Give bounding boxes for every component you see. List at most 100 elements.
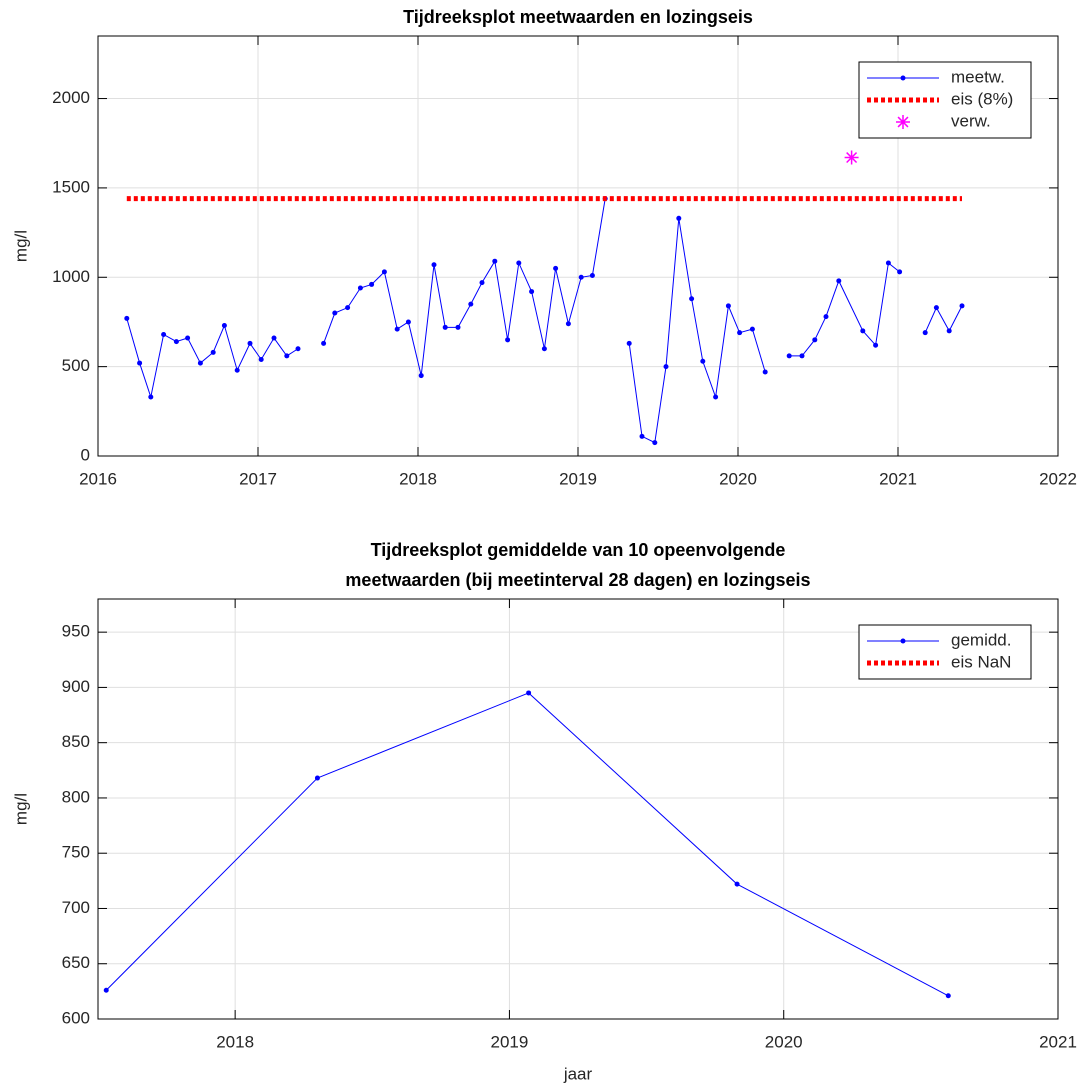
data-point [332,310,338,316]
data-point [959,303,965,309]
data-point [405,319,411,325]
legend-box [858,61,1032,139]
data-point [725,303,731,309]
y-tick-label: 700 [62,898,90,917]
axes-box [97,598,1059,1020]
data-point [626,340,632,346]
x-tick-label: 2021 [879,469,917,488]
x-tick-label: 2018 [216,1032,254,1051]
data-point [479,280,485,286]
data-point [321,340,327,346]
legend-label: eis NaN [951,652,1011,671]
data-point [799,353,805,359]
data-point [234,367,240,373]
data-point [737,330,743,336]
y-tick-label: 1500 [52,177,90,196]
data-point [516,260,522,266]
data-point [431,262,437,268]
x-tick-label: 2018 [399,469,437,488]
data-point [492,258,498,264]
data-point [161,331,167,337]
x-tick-label: 2020 [765,1032,803,1051]
data-point [860,328,866,334]
data-point [836,278,842,284]
data-point [762,369,768,375]
x-tick-label: 2019 [559,469,597,488]
data-point [369,281,375,287]
data-point [541,346,547,352]
x-tick-label: 2022 [1039,469,1077,488]
data-point [589,272,595,278]
data-point [468,301,474,307]
data-point [247,340,253,346]
y-tick-label: 850 [62,732,90,751]
x-tick-label: 2021 [1039,1032,1077,1051]
data-point [394,326,400,332]
data-point [418,373,424,379]
data-point [652,440,658,446]
data-point [221,323,227,329]
data-point [381,269,387,275]
data-point [639,433,645,439]
y-tick-label: 500 [62,356,90,375]
legend: gemidd. eis NaN [858,624,1032,680]
data-point [442,324,448,330]
y-tick-label: 650 [62,953,90,972]
x-tick-label: 2016 [79,469,117,488]
legend-label: verw. [951,111,991,130]
y-axis-label: mg/l [11,230,30,262]
data-point [689,296,695,302]
y-axis-label: mg/l [11,793,30,825]
data-point [713,394,719,400]
data-point [345,305,351,311]
data-point [124,315,130,321]
data-point [578,274,584,280]
axes-box [97,35,1059,457]
legend-label: eis (8%) [951,89,1013,108]
data-point [210,349,216,355]
y-tick-label: 2000 [52,88,90,107]
data-point [173,339,179,345]
data-point [553,265,559,271]
data-point [885,260,891,266]
y-tick-label: 900 [62,677,90,696]
y-tick-label: 800 [62,787,90,806]
x-tick-label: 2020 [719,469,757,488]
x-tick-label: 2017 [239,469,277,488]
legend-box [858,624,1032,680]
data-point [946,328,952,334]
data-point [873,342,879,348]
data-point [812,337,818,343]
data-point [529,289,535,295]
data-point [137,360,143,366]
y-tick-label: 600 [62,1008,90,1027]
data-point [933,305,939,311]
data-point [314,775,320,781]
data-point [749,326,755,332]
data-point [148,394,154,400]
y-tick-label: 950 [62,622,90,641]
legend-swatch [900,638,906,644]
data-point [700,358,706,364]
y-tick-label: 0 [81,445,90,464]
data-point [526,690,532,696]
y-tick-label: 750 [62,843,90,862]
chart-title: meetwaarden (bij meetinterval 28 dagen) … [345,570,810,590]
data-point [734,881,740,887]
legend-label: meetw. [951,67,1005,86]
data-point [505,337,511,343]
data-point [295,346,301,352]
data-point [897,269,903,275]
legend-swatch [896,115,910,129]
chart-title: Tijdreeksplot gemiddelde van 10 opeenvol… [371,540,786,560]
data-point [945,993,951,999]
data-point [271,335,277,341]
x-axis-label: jaar [563,1064,593,1083]
x-tick-label: 2019 [491,1032,529,1051]
data-point [565,321,571,327]
legend-swatch [900,75,906,81]
y-tick-label: 1000 [52,267,90,286]
data-point [103,987,109,993]
data-point [197,360,203,366]
